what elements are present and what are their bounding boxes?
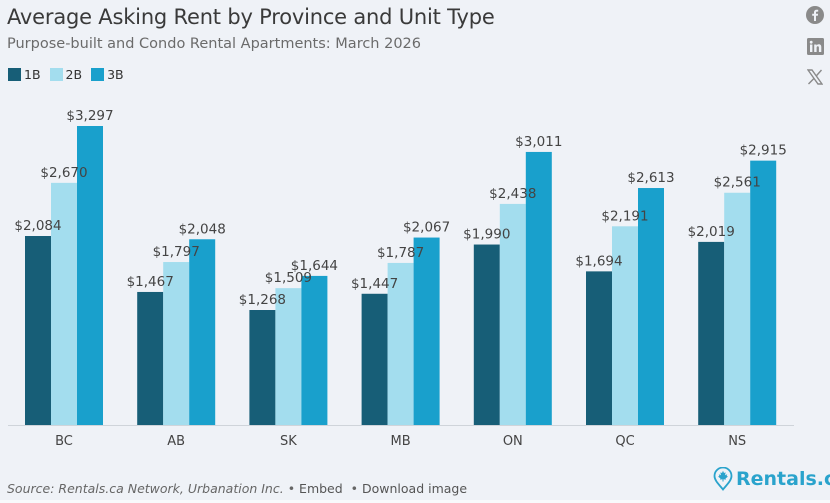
source-text: Source: Rentals.ca Network, Urbanation I…	[7, 481, 284, 496]
value-label-bc-3b: $3,297	[66, 108, 113, 124]
value-label-on-1b: $1,990	[463, 227, 510, 243]
bar-qc-2b[interactable]	[612, 226, 638, 425]
legend-swatch-2b	[49, 68, 63, 81]
bar-ns-1b[interactable]	[698, 241, 725, 425]
legend-swatch-1b	[8, 68, 21, 81]
facebook-icon[interactable]	[806, 6, 824, 24]
value-label-bc-2b: $2,670	[40, 165, 87, 181]
bar-qc-1b[interactable]	[586, 271, 612, 425]
bar-ab-2b[interactable]	[163, 262, 190, 425]
bullet: •	[350, 481, 359, 496]
value-label-qc-1b: $1,694	[575, 253, 622, 269]
bar-sk-3b[interactable]	[301, 275, 328, 425]
value-label-ab-3b: $2,048	[179, 221, 226, 237]
footer: Source: Rentals.ca Network, Urbanation I…	[7, 481, 467, 496]
value-label-ns-3b: $2,915	[740, 143, 787, 159]
bar-on-2b[interactable]	[499, 203, 526, 425]
legend-item-3b[interactable]: 3B	[91, 67, 124, 82]
bar-sk-2b[interactable]	[275, 288, 302, 425]
chart-subtitle: Purpose-built and Condo Rental Apartment…	[7, 36, 422, 52]
bar-ns-2b[interactable]	[724, 192, 751, 425]
value-label-sk-2b: $1,509	[265, 270, 312, 286]
value-label-ns-1b: $2,019	[688, 224, 735, 240]
bar-sk-1b[interactable]	[249, 310, 276, 425]
legend-label-3b: 3B	[107, 67, 124, 82]
bar-qc-3b[interactable]	[638, 188, 664, 425]
brand-name: Rentals.ca	[736, 468, 830, 490]
map-pin-maple-leaf-icon	[713, 467, 733, 491]
value-label-ab-1b: $1,467	[127, 274, 174, 290]
bar-ab-1b[interactable]	[137, 291, 164, 425]
value-label-on-3b: $3,011	[515, 134, 562, 150]
value-label-bc-1b: $2,084	[14, 218, 61, 234]
value-label-qc-3b: $2,613	[627, 170, 674, 186]
bar-mb-2b[interactable]	[387, 262, 414, 425]
bar-chart: $2,084 $2,670 $3,297 $1,467 $1,797 $2,048 $1,2…	[8, 108, 794, 449]
linkedin-icon[interactable]	[806, 37, 824, 55]
x-tick-label-bc: BC	[55, 434, 73, 449]
value-label-ns-2b: $2,561	[714, 175, 761, 191]
x-tick-label-sk: SK	[280, 434, 297, 449]
value-label-mb-1b: $1,447	[351, 276, 398, 292]
brand-logo[interactable]: Rentals.ca	[713, 467, 830, 491]
value-label-ab-2b: $1,797	[153, 244, 200, 260]
legend-item-1b[interactable]: 1B	[8, 67, 41, 82]
bar-mb-3b[interactable]	[413, 237, 440, 425]
bars-group	[25, 126, 777, 425]
bullet: •	[287, 481, 296, 496]
value-label-qc-2b: $2,191	[601, 208, 648, 224]
value-label-sk-1b: $1,268	[239, 292, 286, 308]
value-label-sk-3b: $1,644	[291, 258, 338, 274]
bar-ab-3b[interactable]	[189, 239, 216, 425]
value-labels-group: $2,084 $2,670 $3,297 $1,467 $1,797 $2,048 $1,2…	[14, 108, 786, 308]
chart-title: Average Asking Rent by Province and Unit…	[7, 5, 495, 29]
bar-on-1b[interactable]	[473, 244, 500, 425]
x-tick-label-qc: QC	[615, 434, 634, 449]
bar-bc-3b[interactable]	[77, 126, 103, 425]
x-tick-label-ns: NS	[728, 434, 746, 449]
bar-on-3b[interactable]	[525, 151, 552, 425]
download-image-link[interactable]: Download image	[362, 481, 468, 496]
x-tick-label-on: ON	[503, 434, 523, 449]
value-label-mb-3b: $2,067	[403, 220, 450, 236]
bar-ns-3b[interactable]	[750, 160, 777, 425]
value-label-mb-2b: $1,787	[377, 245, 424, 261]
embed-link[interactable]: Embed	[299, 481, 343, 496]
bar-bc-1b[interactable]	[25, 236, 51, 425]
x-tick-label-ab: AB	[167, 434, 185, 449]
x-tick-label-mb: MB	[391, 434, 411, 449]
x-icon[interactable]	[806, 68, 824, 86]
legend: 1B 2B 3B	[8, 67, 133, 82]
legend-swatch-3b	[91, 68, 105, 81]
legend-item-2b[interactable]: 2B	[49, 67, 83, 82]
bar-mb-1b[interactable]	[361, 293, 388, 425]
value-label-on-2b: $2,438	[489, 186, 536, 202]
social-share	[806, 6, 826, 99]
legend-label-1b: 1B	[24, 67, 41, 82]
bar-bc-2b[interactable]	[51, 182, 77, 425]
x-tick-labels-group: BC AB SK MB ON QC NS	[55, 434, 746, 449]
legend-label-2b: 2B	[65, 67, 83, 82]
